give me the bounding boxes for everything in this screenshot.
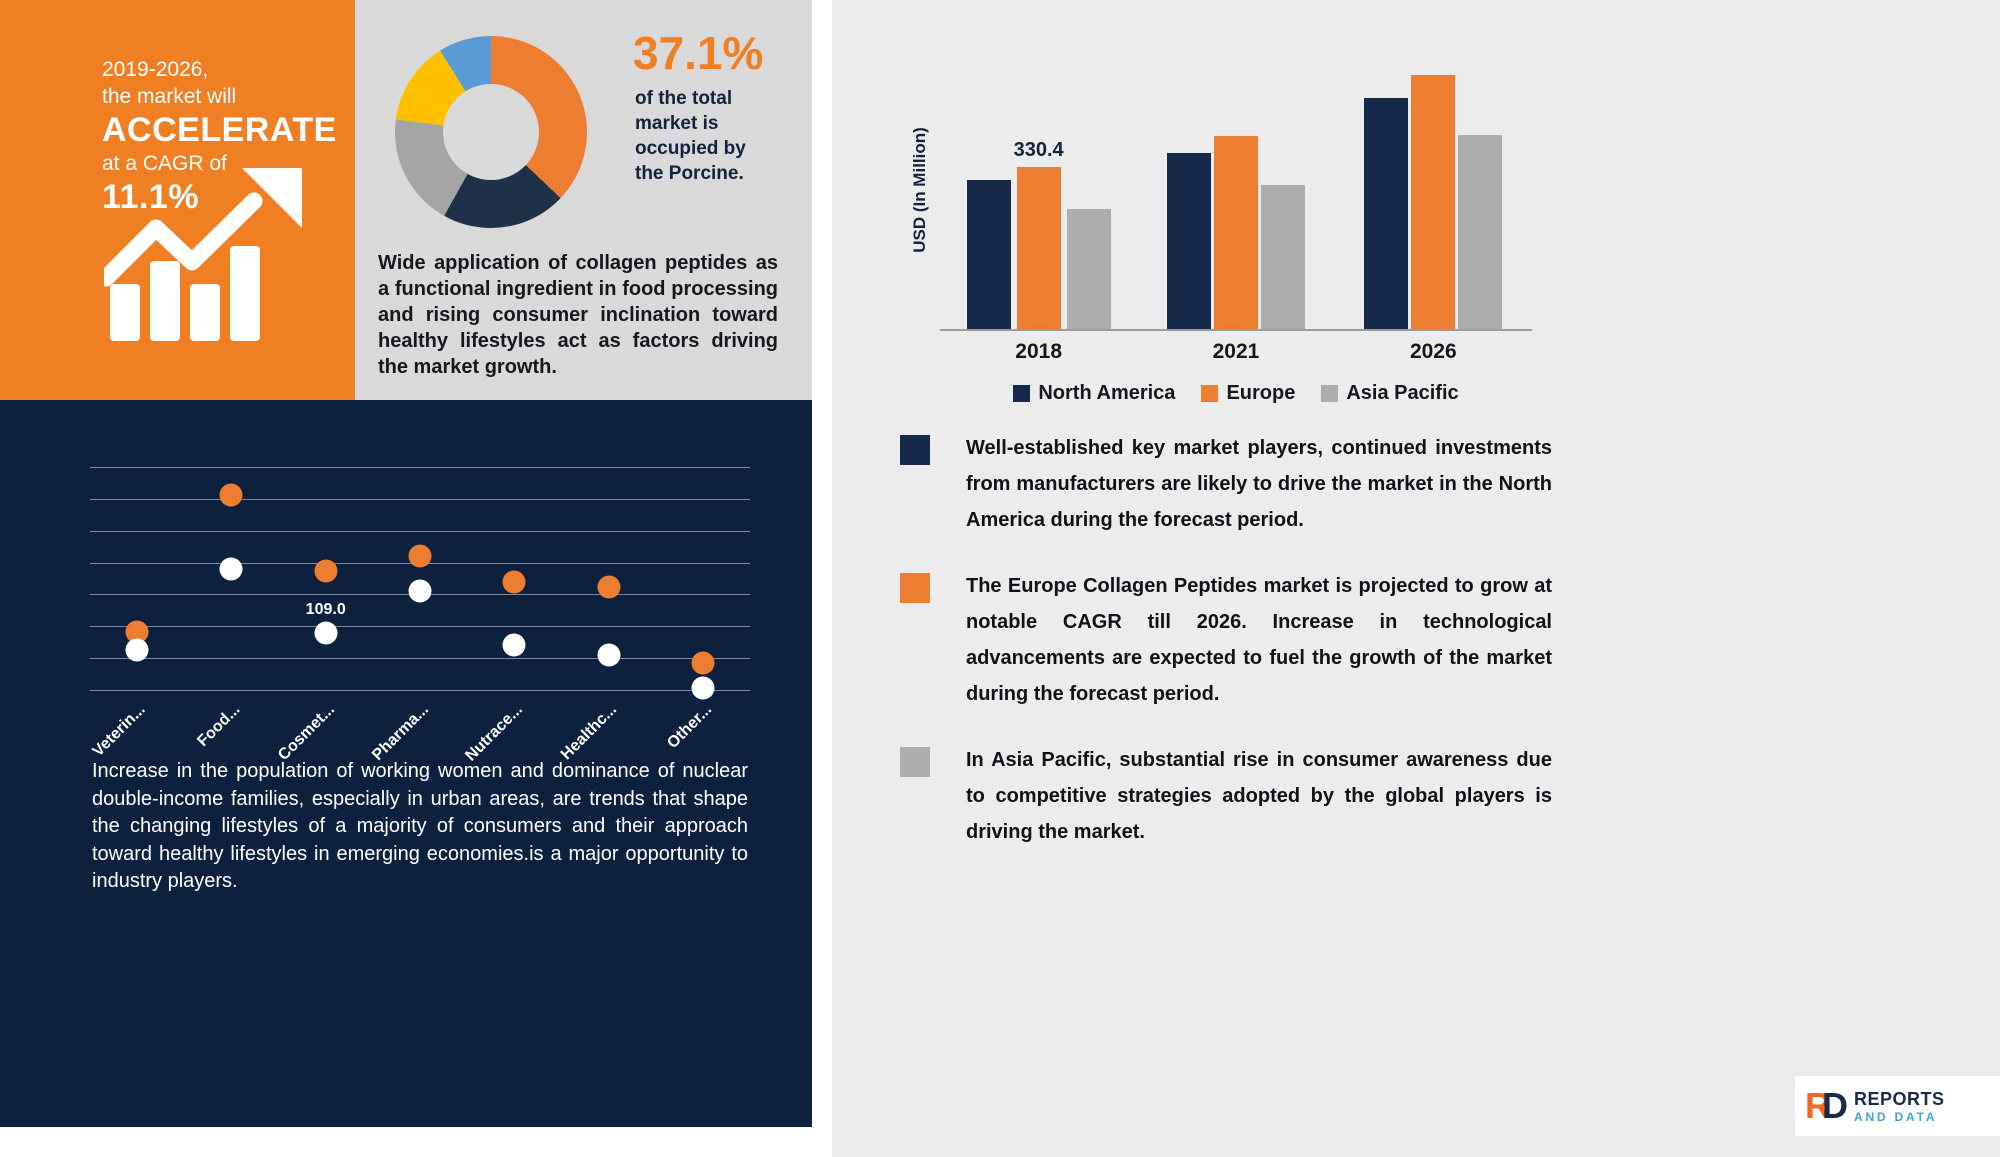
opportunity-paragraph: Increase in the population of working wo…	[92, 760, 748, 892]
y-axis-title: USD (In Million)	[910, 127, 929, 253]
category-label: Healthc...	[558, 701, 621, 764]
gridline	[90, 626, 750, 628]
reports-and-data-logo: R D REPORTS AND DATA	[1795, 1076, 2000, 1136]
logo-mark-d: D	[1822, 1085, 1848, 1126]
scatter-dot	[597, 575, 621, 599]
bar-north-america	[966, 180, 1011, 329]
scatter-dot	[502, 570, 526, 594]
bar-data-label: 330.4	[1013, 139, 1064, 162]
scatter-data-label: 109.0	[305, 601, 346, 619]
x-tick-label: 2021	[1212, 340, 1260, 363]
x-tick-label: 2026	[1409, 340, 1457, 363]
top-row: 2019-2026, the market will ACCELERATE at…	[0, 0, 812, 400]
gridline	[90, 498, 750, 500]
bullet-text-asia-pacific: In Asia Pacific, substantial rise in con…	[966, 749, 1552, 843]
drivers-paragraph: Wide application of collagen peptides as…	[378, 252, 778, 378]
category-label: Other...	[663, 701, 715, 753]
bar-group-2021	[1137, 55, 1334, 329]
accelerate-line2: the market will	[102, 85, 237, 108]
accelerate-line4: at a CAGR of	[102, 152, 227, 175]
bullet-asia-pacific: In Asia Pacific, substantial rise in con…	[900, 742, 1552, 850]
applications-panel: 109.0 Veterin... Food... Cosmet... Pharma..…	[0, 400, 812, 1127]
donut-hole	[443, 84, 539, 180]
bullet-marker-orange	[900, 573, 930, 603]
category-label: Nutrace...	[462, 701, 527, 765]
accelerate-text: 2019-2026, the market will ACCELERATE at…	[102, 56, 337, 217]
gridline	[90, 467, 750, 468]
bar-europe	[1016, 167, 1061, 329]
legend-item: Europe	[1201, 382, 1295, 405]
bar-europe	[1213, 136, 1258, 329]
bar-group-2026	[1335, 55, 1532, 329]
bar-north-america	[1166, 152, 1211, 329]
accelerate-headline: ACCELERATE	[102, 111, 337, 149]
category-label: Food...	[194, 701, 244, 751]
logo-reports: REPORTS	[1854, 1088, 1945, 1109]
bar-asia-pacific	[1066, 208, 1111, 329]
bar-europe	[1411, 74, 1456, 329]
gridline	[90, 530, 750, 532]
scatter-dot	[125, 638, 149, 662]
legend-label: Europe	[1226, 382, 1296, 404]
regional-bar-plot: 330.4	[940, 55, 1532, 331]
scatter-dot	[408, 579, 432, 603]
bar-asia-pacific	[1260, 185, 1305, 329]
accelerate-period: 2019-2026,	[102, 58, 209, 81]
accelerate-cagr: 11.1%	[102, 178, 200, 216]
scatter-dot	[502, 633, 526, 657]
bar-group-2018: 330.4	[940, 55, 1137, 329]
scatter-dot	[125, 620, 149, 644]
legend-swatch	[1013, 385, 1031, 402]
scatter-dot	[597, 643, 621, 667]
logo-rd-mark-icon: R D	[1805, 1085, 1848, 1127]
porcine-caption: of the total market is occupied by the P…	[635, 88, 746, 184]
legend-label: Asia Pacific	[1346, 382, 1459, 404]
scatter-dot	[219, 483, 243, 507]
right-column: USD (In Million) 330.4 2018 2021 2026 Nort…	[832, 0, 2000, 1157]
bullet-marker-gray	[900, 747, 930, 777]
legend-label: North America	[1038, 382, 1176, 404]
gridline	[90, 658, 750, 660]
logo-and-data: AND DATA	[1854, 1109, 1938, 1124]
bullet-text-north-america: Well-established key market players, con…	[966, 437, 1552, 531]
category-label: Pharma...	[369, 701, 433, 764]
legend-swatch	[1321, 385, 1339, 402]
scatter-dot	[314, 621, 338, 645]
scatter-dot	[691, 676, 715, 700]
scatter-dot	[691, 651, 715, 675]
bullet-text-europe: The Europe Collagen Peptides market is p…	[966, 575, 1552, 705]
x-tick-label: 2018	[1015, 340, 1063, 363]
accelerate-panel: 2019-2026, the market will ACCELERATE at…	[0, 0, 355, 400]
scatter-dot	[408, 544, 432, 568]
legend-swatch	[1201, 385, 1219, 402]
bullet-north-america: Well-established key market players, con…	[900, 430, 1552, 538]
bar-asia-pacific	[1458, 135, 1503, 329]
logo-text: REPORTS AND DATA	[1854, 1089, 1945, 1124]
scatter-dot	[219, 557, 243, 581]
bar-north-america	[1364, 98, 1409, 329]
category-label: Veterin...	[89, 701, 150, 761]
category-label: Cosmet...	[274, 701, 338, 764]
porcine-donut	[395, 36, 587, 228]
growth-arrow-icon	[104, 168, 302, 341]
bullet-europe: The Europe Collagen Peptides market is p…	[900, 568, 1552, 712]
legend-item: Asia Pacific	[1321, 382, 1459, 405]
logo-mark-r: R	[1805, 1085, 1831, 1126]
left-column: 2019-2026, the market will ACCELERATE at…	[0, 0, 812, 1157]
scatter-dot	[314, 559, 338, 583]
bullet-marker-navy	[900, 435, 930, 465]
porcine-panel: 37.1% of the total market is occupied by…	[355, 0, 812, 400]
legend-item: North America	[1013, 382, 1175, 405]
application-scatter-plot: 109.0	[90, 467, 750, 700]
gridline	[90, 690, 750, 691]
regional-bar-ticks: 2018 2021 2026	[940, 340, 1532, 364]
region-bullets: Well-established key market players, con…	[900, 430, 1552, 880]
porcine-stat: 37.1%	[633, 27, 764, 79]
regional-bar-legend: North America Europe Asia Pacific	[940, 382, 1532, 405]
